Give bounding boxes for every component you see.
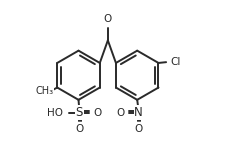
Text: S: S (75, 106, 83, 119)
Text: O: O (103, 15, 112, 24)
Text: O: O (134, 124, 142, 134)
Text: Cl: Cl (169, 57, 180, 67)
Text: N: N (134, 106, 142, 119)
Text: HO: HO (47, 108, 63, 117)
Text: O: O (116, 108, 124, 117)
Text: CH₃: CH₃ (35, 87, 53, 96)
Text: O: O (93, 108, 101, 117)
Text: O: O (75, 124, 83, 134)
